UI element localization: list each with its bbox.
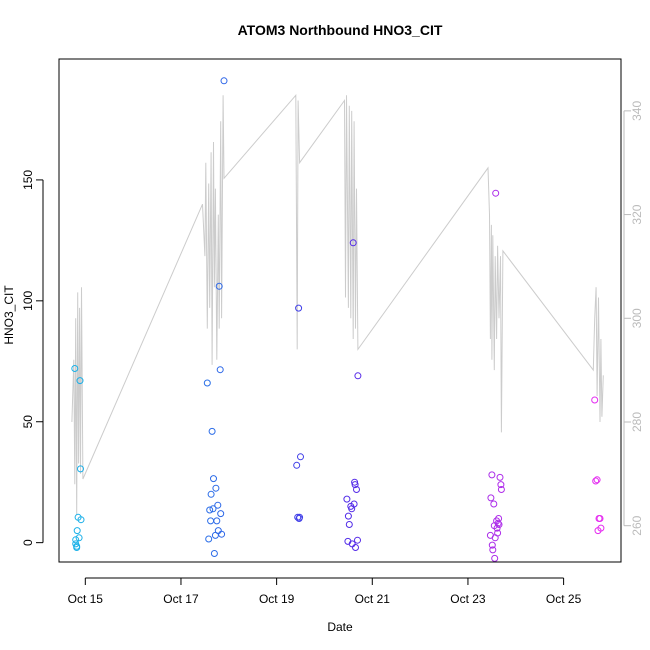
scatter-point bbox=[75, 534, 83, 542]
scatter-point bbox=[77, 516, 85, 524]
scatter-point bbox=[489, 546, 497, 554]
scatter-point bbox=[72, 540, 80, 548]
x-tick-label: Oct 19 bbox=[259, 592, 295, 606]
scatter-point bbox=[214, 501, 222, 509]
y-tick-label: 0 bbox=[21, 539, 35, 546]
scatter-point bbox=[297, 453, 304, 461]
y2-tick-label: 260 bbox=[630, 515, 644, 535]
scatter-point bbox=[72, 536, 80, 544]
x-axis: Oct 15 Oct 17 Oct 19 Oct 21 Oct 23 Oct 25 bbox=[68, 577, 582, 606]
x-tick-label: Oct 25 bbox=[546, 592, 582, 606]
scatter-point bbox=[488, 541, 496, 549]
scatter-point bbox=[76, 377, 84, 385]
scatter-point bbox=[597, 524, 605, 532]
scatter-point bbox=[354, 536, 361, 544]
scatter-point bbox=[351, 481, 359, 489]
scatter-point bbox=[209, 505, 217, 513]
scatter-point bbox=[293, 461, 301, 469]
scatter-point bbox=[353, 486, 360, 493]
scatter-point bbox=[71, 365, 79, 372]
scatter-point bbox=[73, 527, 81, 535]
scatter-point bbox=[492, 189, 500, 197]
scatter-point bbox=[591, 396, 599, 404]
scatter-point bbox=[213, 517, 221, 525]
scatter-point bbox=[207, 490, 215, 498]
scatter-point bbox=[217, 510, 225, 518]
scatter-point bbox=[494, 519, 502, 527]
scatter-point bbox=[488, 471, 496, 479]
y-tick-label: 50 bbox=[21, 415, 35, 429]
scatter-point bbox=[497, 481, 505, 489]
scatter-point bbox=[203, 379, 211, 387]
scatter-point bbox=[218, 530, 226, 538]
scatter-point bbox=[487, 494, 495, 502]
scatter-point bbox=[295, 304, 303, 312]
secondary-y-axis: 260 280 300 320 340 bbox=[623, 101, 644, 536]
y2-tick-label: 300 bbox=[630, 308, 644, 328]
scatter-point bbox=[294, 513, 302, 521]
y-axis-label: HNO3_CIT bbox=[2, 285, 16, 345]
x-tick-label: Oct 17 bbox=[163, 592, 199, 606]
scatter-point bbox=[220, 77, 228, 85]
scatter-point bbox=[206, 506, 214, 514]
secondary-series-line bbox=[71, 93, 604, 516]
chart-title: ATOM3 Northbound HNO3_CIT bbox=[238, 22, 443, 38]
scatter-point bbox=[493, 524, 501, 532]
scatter-point bbox=[350, 500, 358, 508]
y-tick-label: 150 bbox=[21, 170, 35, 190]
scatter-point bbox=[205, 535, 213, 543]
scatter-point bbox=[497, 486, 505, 493]
scatter-point bbox=[345, 521, 353, 528]
scatter-point bbox=[208, 427, 216, 435]
y2-tick-label: 340 bbox=[630, 101, 644, 121]
plot-layer bbox=[71, 77, 605, 562]
scatter-point bbox=[210, 475, 217, 483]
scatter-point bbox=[344, 512, 352, 520]
scatter-point bbox=[349, 239, 357, 247]
scatter-point bbox=[216, 366, 224, 374]
scatter-point bbox=[73, 544, 81, 551]
scatter-point bbox=[215, 282, 223, 290]
x-tick-label: Oct 23 bbox=[450, 592, 486, 606]
scatter-point bbox=[494, 529, 502, 537]
scatter-point bbox=[495, 521, 503, 528]
scatter-point bbox=[592, 477, 600, 485]
x-tick-label: Oct 21 bbox=[355, 592, 391, 606]
y2-tick-label: 320 bbox=[630, 204, 644, 224]
y2-tick-label: 280 bbox=[630, 412, 644, 432]
scatter-point bbox=[210, 550, 218, 557]
scatter-point bbox=[77, 465, 84, 473]
scatter-point bbox=[296, 513, 304, 521]
x-axis-label: Date bbox=[327, 620, 353, 634]
scatter-point bbox=[491, 554, 499, 562]
y-tick-label: 100 bbox=[21, 290, 35, 310]
y-axis: 0 50 100 150 bbox=[21, 170, 44, 546]
x-tick-label: Oct 15 bbox=[68, 592, 104, 606]
scatter-point bbox=[593, 476, 601, 484]
scatter-point bbox=[596, 515, 604, 522]
scatter-point bbox=[496, 473, 504, 481]
scatter-point bbox=[212, 484, 220, 492]
scatter-point bbox=[352, 544, 359, 551]
scatter-point bbox=[490, 500, 498, 508]
scatter-point bbox=[354, 372, 362, 380]
plot-frame bbox=[58, 58, 622, 563]
scatter-point bbox=[343, 495, 351, 503]
